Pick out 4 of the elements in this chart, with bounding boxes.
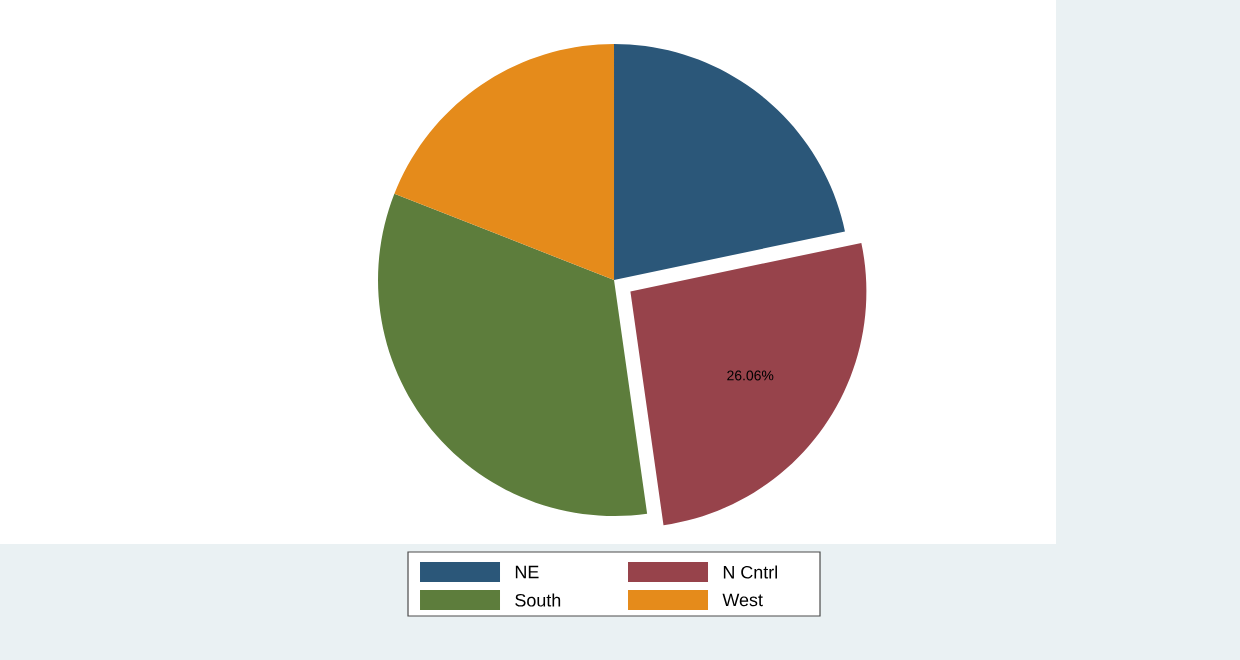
legend-label: South bbox=[515, 593, 561, 607]
legend-label: N Cntrl bbox=[723, 565, 777, 579]
legend-label: NE bbox=[515, 565, 539, 579]
legend-label: West bbox=[722, 593, 763, 607]
